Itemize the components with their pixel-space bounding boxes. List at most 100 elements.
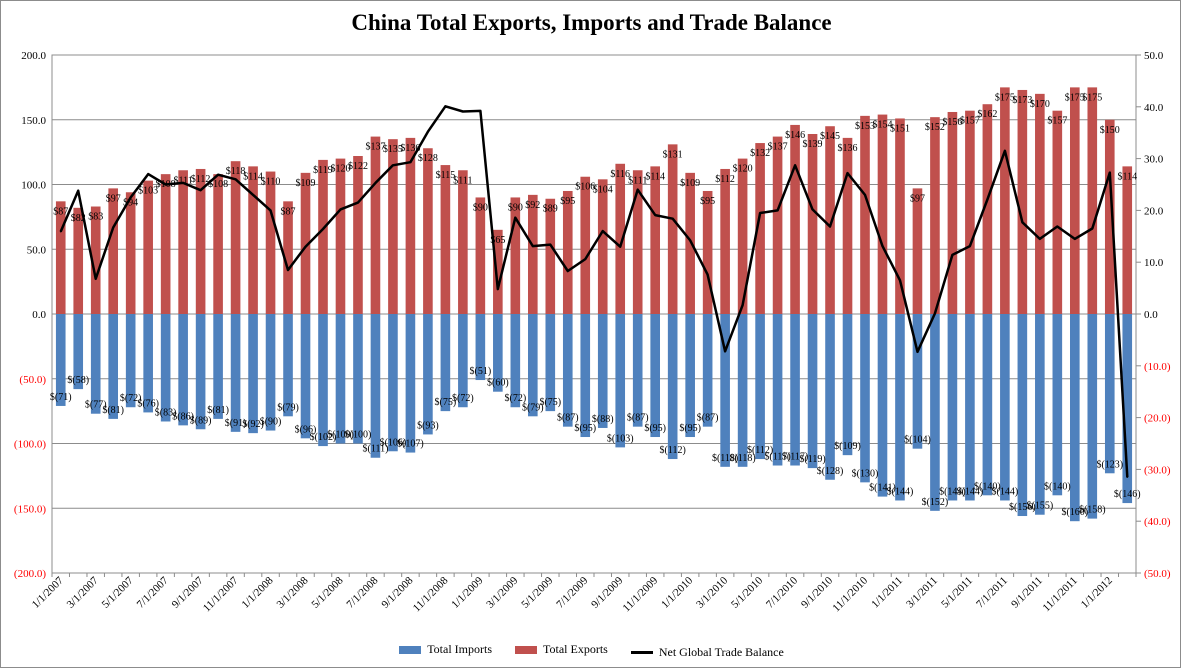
export-bar xyxy=(737,158,748,314)
export-bar xyxy=(440,165,451,314)
export-bar xyxy=(632,170,643,314)
export-data-label: $90 xyxy=(508,202,523,213)
export-data-label: $175 xyxy=(995,92,1015,103)
export-bar xyxy=(475,197,486,314)
import-bar xyxy=(615,314,626,448)
export-bar xyxy=(667,144,678,314)
y-left-tick-label: 50.0 xyxy=(27,244,47,256)
net-balance-point xyxy=(759,212,761,214)
export-data-label: $94 xyxy=(123,197,138,208)
net-balance-point xyxy=(724,350,726,353)
export-bar xyxy=(790,124,800,315)
x-tick-label: 5/1/2010 xyxy=(729,574,765,610)
export-bar xyxy=(580,176,591,314)
export-bar xyxy=(405,137,416,314)
x-tick-label: 11/1/2007 xyxy=(201,574,241,614)
export-data-label: $150 xyxy=(1100,125,1120,136)
legend: Total Imports Total Exports Net Global T… xyxy=(0,642,1183,660)
export-data-label: $115 xyxy=(436,170,456,181)
export-bar xyxy=(650,166,661,314)
import-data-label: $(111) xyxy=(362,444,388,455)
net-balance-point xyxy=(584,258,587,260)
import-bar xyxy=(737,314,748,467)
chart-title: China Total Exports, Imports and Trade B… xyxy=(351,10,832,35)
net-balance-point xyxy=(357,201,359,204)
net-balance-point xyxy=(77,189,80,192)
import-data-label: $(104) xyxy=(904,435,931,446)
import-bar xyxy=(1000,314,1010,501)
export-bar xyxy=(685,172,695,314)
import-bar xyxy=(877,314,888,497)
y-right-tick-label: 50.0 xyxy=(1144,50,1164,62)
export-bar xyxy=(493,229,503,314)
net-balance-point xyxy=(322,228,324,230)
import-bar xyxy=(318,314,328,447)
net-balance-point xyxy=(636,188,639,191)
export-bar xyxy=(702,190,713,314)
export-data-label: $119 xyxy=(313,165,333,176)
export-data-label: $83 xyxy=(88,212,103,223)
export-bar xyxy=(1000,87,1010,314)
export-data-label: $157 xyxy=(960,116,980,127)
export-data-label: $65 xyxy=(490,235,505,246)
export-bar xyxy=(300,172,311,314)
import-bar xyxy=(230,314,241,432)
export-data-label: $175 xyxy=(1082,92,1102,103)
import-data-label: $(81) xyxy=(102,405,124,416)
x-tick-label: 11/1/2010 xyxy=(830,574,870,614)
net-balance-point xyxy=(532,245,534,247)
net-balance-point xyxy=(59,230,62,233)
import-bar xyxy=(790,314,800,466)
import-data-label: $(92) xyxy=(242,419,264,430)
y-left-tick-label: (50.0) xyxy=(19,374,46,386)
export-bar xyxy=(458,170,468,314)
import-data-label: $(107) xyxy=(397,439,424,450)
export-data-label: $116 xyxy=(610,169,630,180)
import-bar xyxy=(597,314,608,428)
export-data-label: $97 xyxy=(106,193,121,204)
export-bar xyxy=(1104,119,1115,314)
export-bar xyxy=(527,194,538,314)
export-bar xyxy=(842,137,853,314)
import-data-label: $(51) xyxy=(470,366,492,377)
export-bar xyxy=(877,114,888,314)
x-tick-label: 3/1/2008 xyxy=(274,574,310,610)
import-data-label: $(72) xyxy=(504,393,526,404)
y-right-tick-label: 40.0 xyxy=(1144,102,1164,114)
net-balance-point xyxy=(217,173,219,176)
import-bar xyxy=(248,314,258,434)
export-bar xyxy=(562,190,573,314)
net-balance-point xyxy=(741,304,744,306)
export-bar xyxy=(178,170,188,314)
x-tick-label: 1/1/2010 xyxy=(659,574,695,610)
x-tick-label: 5/1/2011 xyxy=(939,575,975,611)
net-balance-point xyxy=(374,182,377,184)
import-bar xyxy=(930,314,940,511)
import-data-label: $(117) xyxy=(764,452,790,463)
net-balance-point xyxy=(497,288,499,290)
net-balance-point xyxy=(969,245,971,247)
import-data-label: $(95) xyxy=(574,423,596,434)
export-data-label: $137 xyxy=(365,142,385,153)
export-data-label: $106 xyxy=(575,182,595,193)
y-right-tick-label: (30.0) xyxy=(1144,464,1171,476)
y-left-tick-label: 0.0 xyxy=(32,309,46,321)
y-right-tick-label: (50.0) xyxy=(1144,568,1171,580)
export-data-label: $92 xyxy=(525,200,540,211)
export-data-label: $136 xyxy=(838,143,858,154)
import-data-label: $(91) xyxy=(225,418,247,429)
net-balance-point xyxy=(182,182,184,184)
import-bar xyxy=(965,314,975,501)
export-data-label: $104 xyxy=(593,184,613,195)
export-bar xyxy=(895,118,905,314)
import-bar xyxy=(493,314,503,392)
export-data-label: $132 xyxy=(750,148,770,159)
net-balance-point xyxy=(1021,221,1024,224)
import-data-label: $(118) xyxy=(729,453,755,464)
net-balance-point xyxy=(94,277,97,280)
export-data-label: $152 xyxy=(925,122,945,133)
import-data-label: $(144) xyxy=(957,486,984,497)
net-balance-point xyxy=(566,270,569,272)
import-bar xyxy=(772,314,783,466)
net-balance-point xyxy=(1108,171,1111,174)
